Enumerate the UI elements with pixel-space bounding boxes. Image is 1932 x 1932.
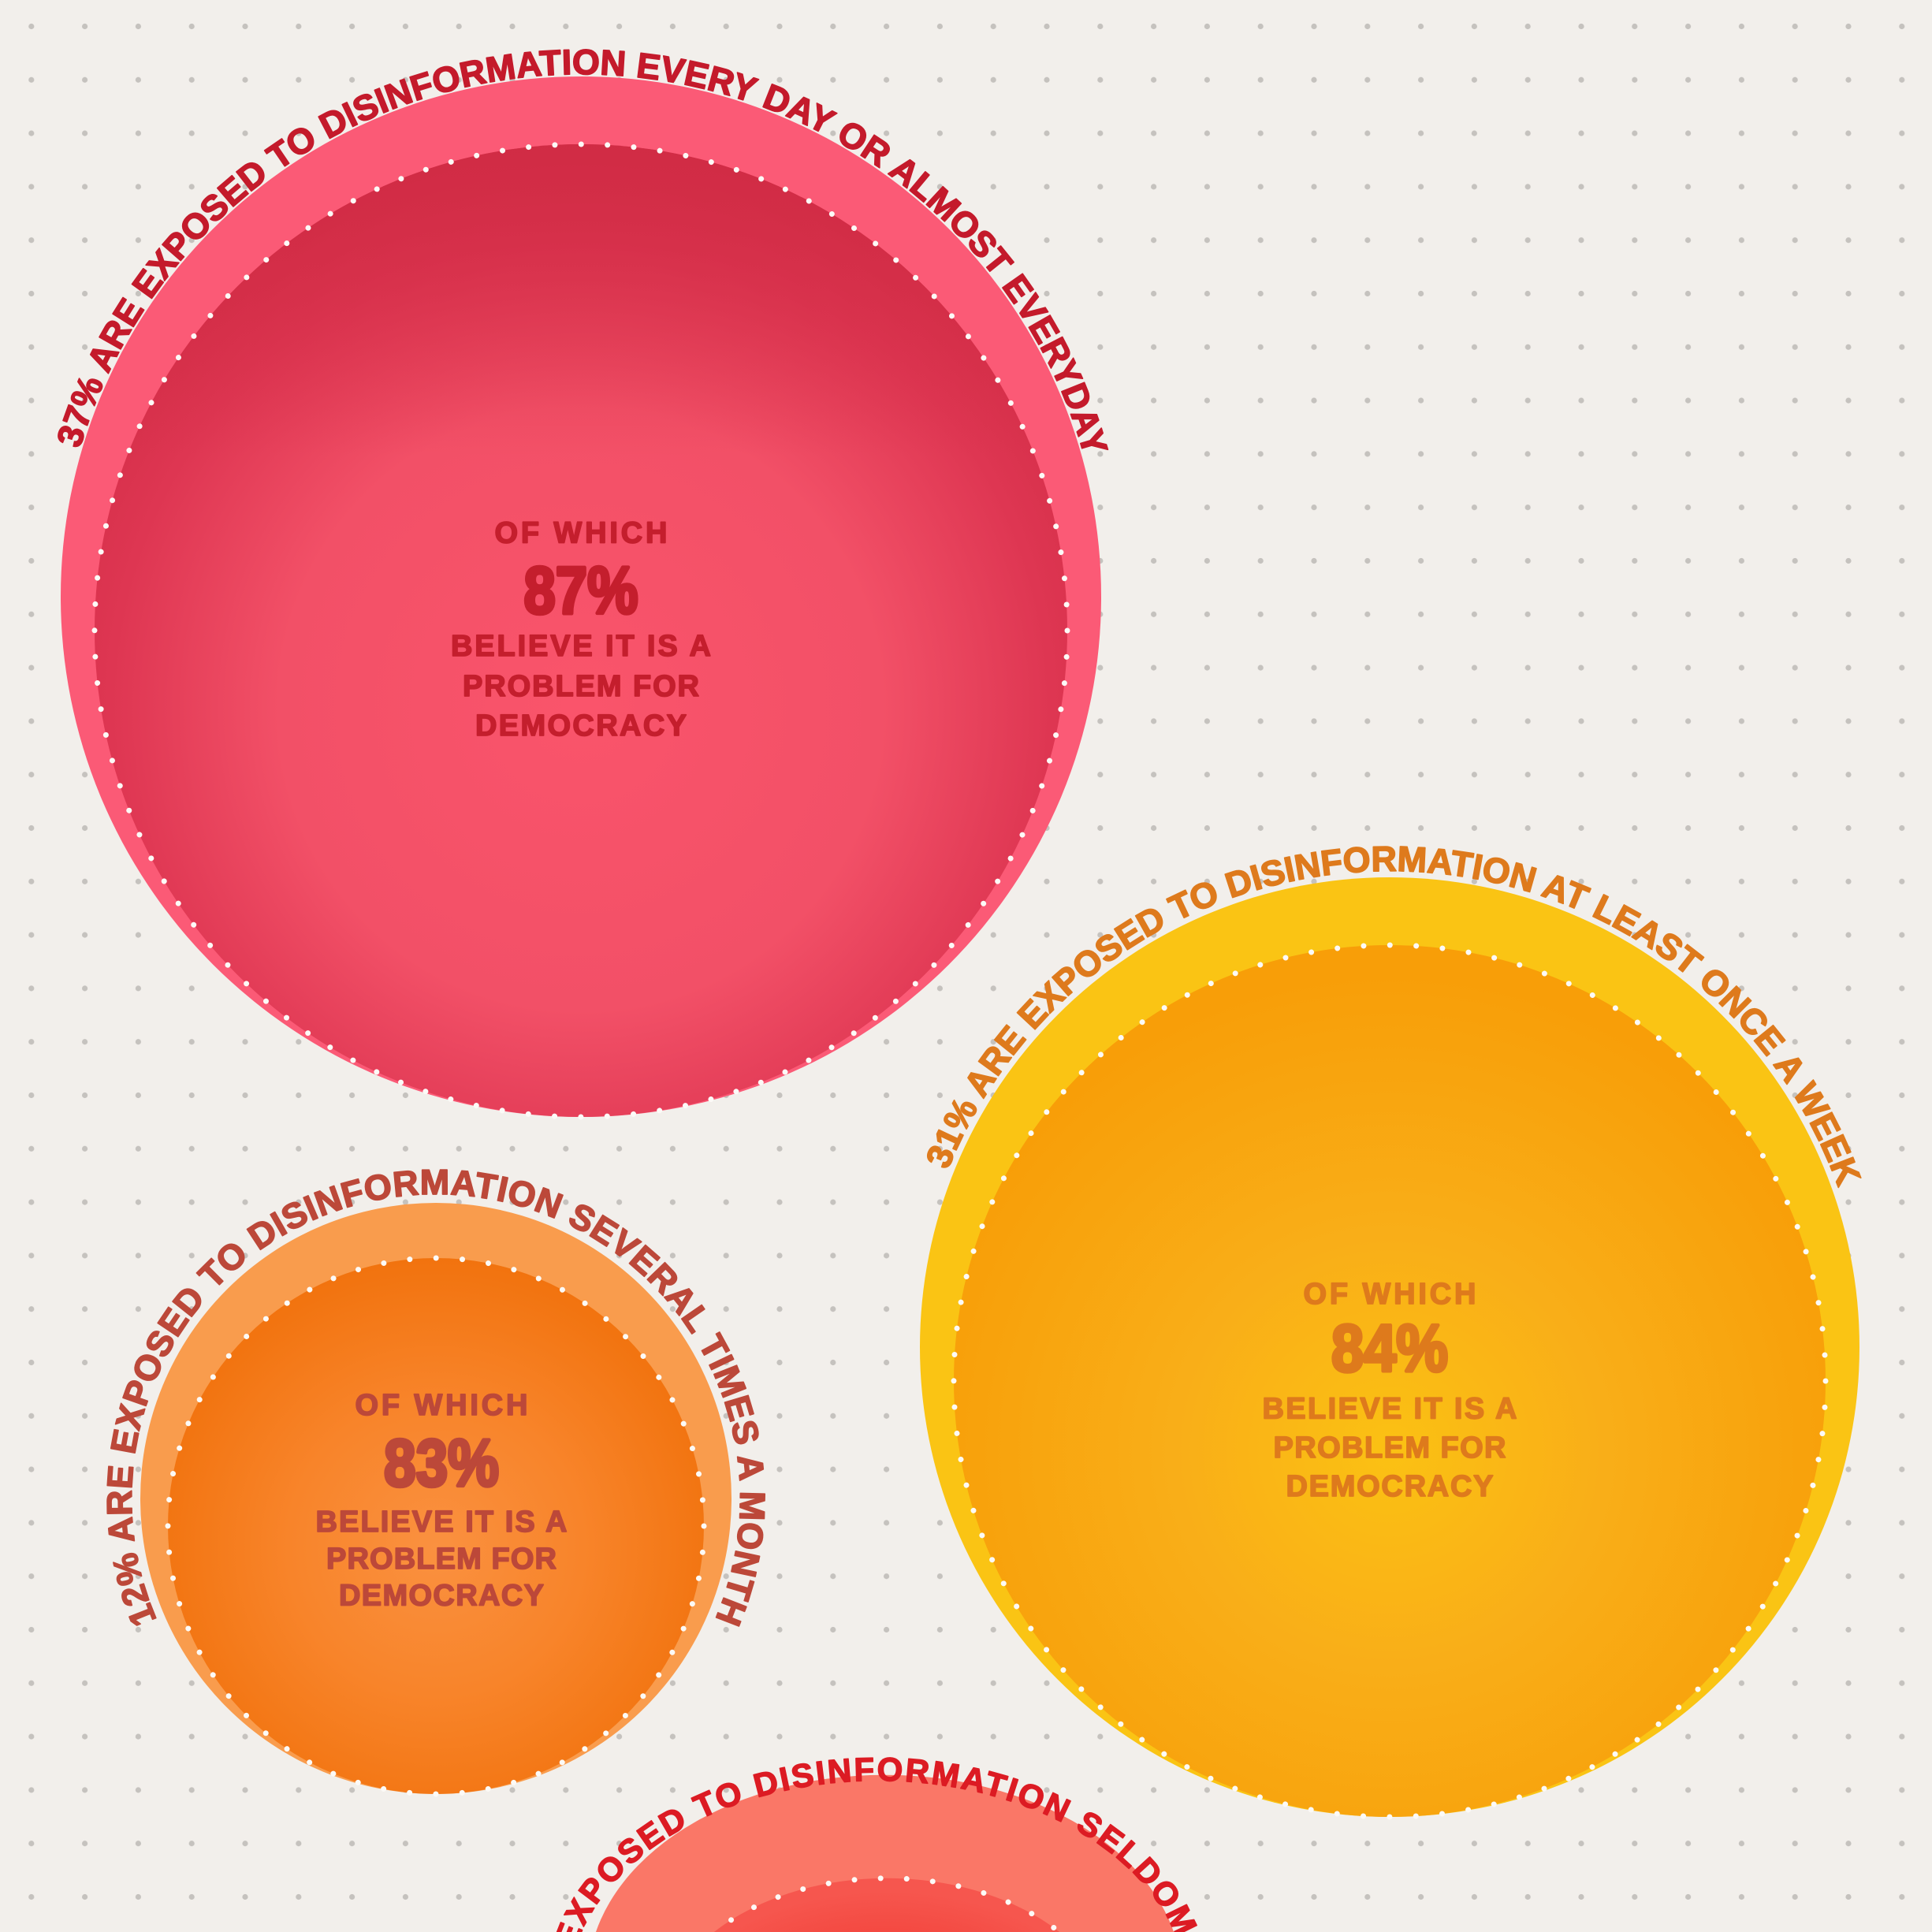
svg-text:PROBLEM FOR: PROBLEM FOR	[1274, 1431, 1506, 1465]
svg-text:PROBLEM FOR: PROBLEM FOR	[463, 670, 699, 703]
svg-text:OF WHICH: OF WHICH	[495, 517, 668, 550]
svg-text:BELIEVE IT IS A: BELIEVE IT IS A	[1263, 1393, 1517, 1426]
svg-text:PROBLEM FOR: PROBLEM FOR	[326, 1543, 557, 1576]
svg-text:DEMOCRACY: DEMOCRACY	[1286, 1470, 1494, 1503]
svg-text:BELIEVE IT IS A: BELIEVE IT IS A	[451, 630, 711, 663]
svg-text:84%: 84%	[1331, 1312, 1448, 1386]
svg-text:83%: 83%	[384, 1426, 499, 1500]
svg-text:DEMOCRACY: DEMOCRACY	[475, 709, 687, 743]
svg-text:OF WHICH: OF WHICH	[356, 1389, 528, 1422]
svg-text:DEMOCRACY: DEMOCRACY	[339, 1580, 544, 1613]
svg-text:BELIEVE IT IS A: BELIEVE IT IS A	[316, 1506, 568, 1539]
svg-text:OF WHICH: OF WHICH	[1304, 1278, 1476, 1311]
svg-text:87%: 87%	[524, 553, 638, 627]
